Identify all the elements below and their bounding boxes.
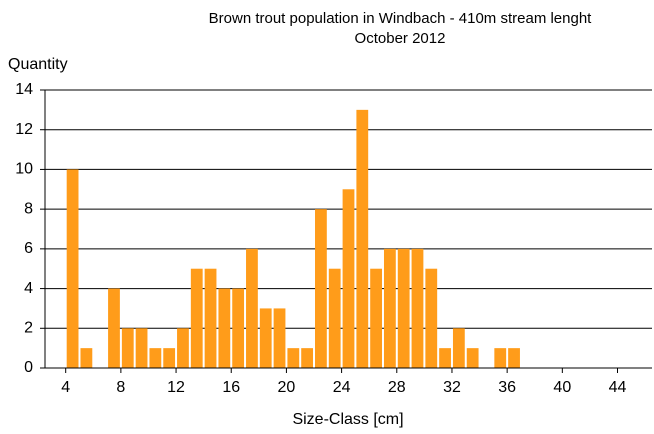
- x-tick-label: 24: [333, 379, 351, 396]
- y-tick-label: 4: [24, 280, 33, 297]
- x-tick-label: 32: [443, 379, 461, 396]
- y-axis-label: Quantity: [8, 56, 68, 73]
- y-tick-label: 0: [24, 359, 33, 376]
- x-tick-label: 8: [116, 379, 125, 396]
- x-tick-label: 20: [278, 379, 296, 396]
- bar: [135, 328, 148, 368]
- bar: [177, 328, 189, 368]
- bar: [397, 248, 410, 368]
- x-tick-label: 40: [553, 379, 571, 396]
- chart-subtitle: October 2012: [355, 30, 446, 47]
- bar: [108, 288, 120, 368]
- bar: [315, 209, 327, 368]
- y-tick-label: 6: [24, 240, 33, 257]
- chart-title: Brown trout population in Windbach - 410…: [209, 10, 593, 27]
- bar: [259, 308, 272, 368]
- bar: [190, 268, 203, 368]
- bar: [246, 248, 258, 368]
- bar: [452, 328, 465, 368]
- bar: [218, 288, 231, 368]
- bar: [342, 189, 355, 368]
- x-tick-label: 36: [498, 379, 516, 396]
- x-tick-label: 28: [388, 379, 406, 396]
- bar: [356, 109, 369, 368]
- bar: [232, 288, 245, 368]
- x-tick-label: 44: [609, 379, 627, 396]
- bar: [383, 248, 396, 368]
- bar: [301, 348, 314, 368]
- bar: [163, 348, 176, 368]
- bar: [494, 348, 507, 368]
- y-tick-label: 8: [24, 200, 33, 217]
- bar: [370, 268, 382, 368]
- y-tick-label: 14: [15, 81, 33, 98]
- y-tick-label: 12: [15, 121, 33, 138]
- bar: [425, 268, 438, 368]
- bar: [466, 348, 479, 368]
- bar: [411, 248, 424, 368]
- bar: [80, 348, 93, 368]
- bar: [439, 348, 451, 368]
- bar: [287, 348, 300, 368]
- bar: [328, 268, 341, 368]
- y-tick-label: 2: [24, 320, 33, 337]
- bar: [121, 328, 134, 368]
- bar: [149, 348, 162, 368]
- bar: [273, 308, 286, 368]
- x-tick-label: 12: [167, 379, 185, 396]
- bar: [508, 348, 520, 368]
- bar: [204, 268, 217, 368]
- bar: [66, 169, 79, 368]
- x-tick-label: 16: [222, 379, 240, 396]
- y-tick-label: 10: [15, 161, 33, 178]
- x-tick-label: 4: [61, 379, 70, 396]
- x-axis-label: Size-Class [cm]: [292, 411, 403, 428]
